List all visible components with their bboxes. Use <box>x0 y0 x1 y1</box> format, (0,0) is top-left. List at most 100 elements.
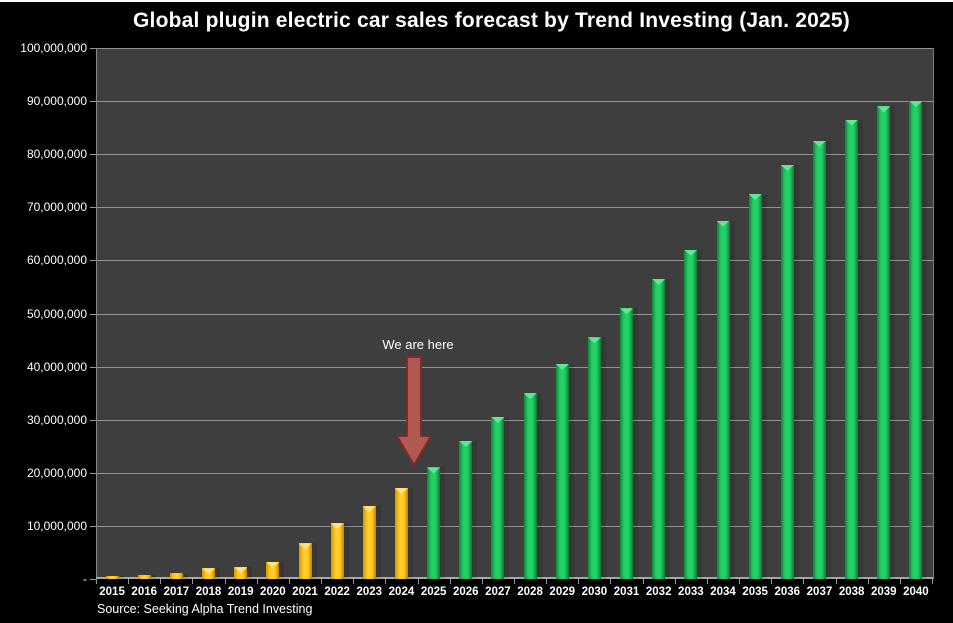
x-axis-label-2038: 2038 <box>838 586 865 598</box>
bar-top-bevel <box>812 140 826 147</box>
x-axis-tick <box>192 579 194 584</box>
x-axis-tick <box>610 579 612 584</box>
bar-top-bevel <box>780 164 794 171</box>
x-axis-label-2025: 2025 <box>420 586 447 598</box>
x-axis-tick <box>867 579 869 584</box>
y-axis-tick <box>90 525 96 527</box>
x-axis-tick <box>771 579 773 584</box>
bar-top-bevel <box>234 567 248 574</box>
bar-2018 <box>202 568 216 579</box>
x-axis-tick <box>288 579 290 584</box>
bar-2029 <box>555 363 569 579</box>
bar-2028 <box>523 393 537 579</box>
x-axis-label-2033: 2033 <box>678 586 704 598</box>
bar-2038 <box>845 119 859 579</box>
x-axis-label-2026: 2026 <box>452 586 479 598</box>
y-axis-label: 30,000,000 <box>26 412 87 427</box>
x-axis-tick <box>385 579 387 584</box>
bar-2022 <box>330 523 344 579</box>
y-axis-label: 60,000,000 <box>26 253 87 268</box>
bar-2024 <box>394 488 408 579</box>
y-axis-tick <box>90 101 96 103</box>
bar-2030 <box>587 337 601 579</box>
x-axis-label-2024: 2024 <box>388 586 415 598</box>
x-axis-tick <box>514 579 515 584</box>
bar-top-bevel <box>555 363 569 370</box>
bar-top-bevel <box>491 417 505 424</box>
y-axis-label: 90,000,000 <box>26 94 87 109</box>
bar-2020 <box>266 562 280 579</box>
y-axis-tick <box>90 366 96 368</box>
y-axis-tick <box>90 579 96 580</box>
bar-top-bevel <box>652 278 666 285</box>
y-axis-tick <box>90 154 96 156</box>
x-axis-tick <box>706 579 708 584</box>
gridline <box>97 419 933 421</box>
x-axis-label-2040: 2040 <box>903 586 929 598</box>
x-axis-tick <box>224 579 226 584</box>
bar-2016 <box>137 574 151 579</box>
x-axis-label-2023: 2023 <box>356 586 383 598</box>
x-axis-label-2027: 2027 <box>485 586 511 598</box>
bar-2021 <box>298 543 312 579</box>
bar-2023 <box>362 506 376 579</box>
y-axis-label: 70,000,000 <box>26 200 87 215</box>
x-axis-tick <box>739 579 741 584</box>
y-axis-label: 80,000,000 <box>26 147 87 162</box>
gridline <box>97 472 933 474</box>
x-axis-label-2034: 2034 <box>710 586 736 598</box>
x-axis-label-2031: 2031 <box>613 586 640 598</box>
x-axis-tick <box>642 579 644 584</box>
gridline <box>97 154 933 156</box>
y-axis-tick <box>90 313 96 315</box>
down-arrow-icon <box>396 356 432 466</box>
bar-2027 <box>491 417 505 579</box>
bar-top-bevel <box>845 119 859 126</box>
x-axis-label-2018: 2018 <box>195 586 222 598</box>
x-axis-label-2021: 2021 <box>292 586 318 598</box>
y-axis-label: 20,000,000 <box>26 465 87 480</box>
bar-top-bevel <box>716 220 730 227</box>
source-note: Source: Seeking Alpha Trend Investing <box>97 602 313 616</box>
bar-top-bevel <box>362 506 376 513</box>
bar-top-bevel <box>394 488 408 495</box>
y-axis-label: 50,000,000 <box>26 306 87 321</box>
bar-top-bevel <box>684 249 698 256</box>
bar-top-bevel <box>620 308 634 315</box>
bar-top-bevel <box>202 568 216 575</box>
y-axis-label: - <box>83 572 87 586</box>
y-axis-label: 10,000,000 <box>26 518 87 533</box>
bar-2032 <box>652 278 666 579</box>
bar-top-bevel <box>298 543 312 550</box>
bar-top-bevel <box>909 101 923 108</box>
x-axis-tick <box>449 579 451 584</box>
x-axis-label-2029: 2029 <box>549 586 576 598</box>
x-axis-label-2035: 2035 <box>742 586 768 598</box>
x-axis-label-2020: 2020 <box>260 586 286 598</box>
y-axis-tick <box>90 48 96 49</box>
x-axis-tick <box>417 579 419 584</box>
gridline <box>97 101 933 103</box>
bar-top-bevel <box>459 440 473 447</box>
x-axis-label-2022: 2022 <box>324 586 350 598</box>
bar-2025 <box>427 467 441 579</box>
bar-2031 <box>620 308 634 579</box>
bar-2036 <box>780 164 794 579</box>
bar-top-bevel <box>266 562 280 568</box>
x-axis-tick <box>546 579 548 584</box>
x-axis-label-2017: 2017 <box>163 586 190 598</box>
x-axis-tick <box>160 579 162 584</box>
x-axis-tick <box>481 579 483 584</box>
bar-top-bevel <box>330 523 344 530</box>
x-axis-tick <box>674 579 676 584</box>
x-axis-tick <box>321 579 323 584</box>
gridline <box>97 207 933 209</box>
x-axis-label-2036: 2036 <box>774 586 801 598</box>
x-axis-label-2039: 2039 <box>870 586 897 598</box>
bar-2033 <box>684 249 698 579</box>
y-axis-tick <box>90 419 96 421</box>
x-axis-label-2015: 2015 <box>99 586 125 598</box>
bar-top-bevel <box>587 337 601 344</box>
bar-2037 <box>812 140 826 579</box>
